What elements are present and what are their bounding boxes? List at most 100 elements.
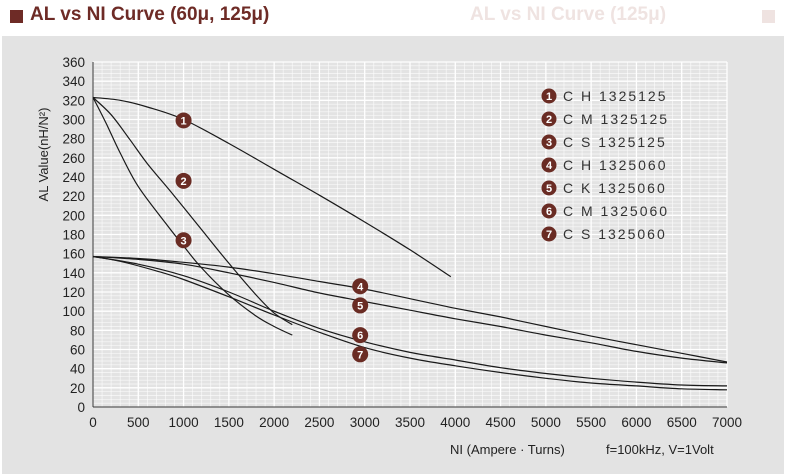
curve-marker-circle bbox=[175, 112, 192, 129]
curve-7 bbox=[92, 255, 728, 391]
x-tick-label: 3000 bbox=[350, 415, 380, 430]
legend-label: C H 1325125 bbox=[563, 88, 668, 104]
chart-panel: 0 20 40 60 80 100 120 140 160 180 200 220 240 260 280 3… bbox=[2, 36, 784, 474]
legend-item-6: 6 C M 1325060 bbox=[541, 203, 669, 219]
curve-marker-3: 3 bbox=[175, 232, 192, 249]
y-tick-label: 360 bbox=[62, 55, 85, 70]
curve-marker-number: 4 bbox=[357, 281, 364, 293]
y-tick-label: 20 bbox=[70, 381, 85, 396]
measurement-note: f=100kHz, V=1Volt bbox=[606, 442, 714, 457]
curve-marker-4: 4 bbox=[352, 278, 369, 295]
legend-label: C M 1325125 bbox=[563, 111, 669, 127]
x-tick-label: 5000 bbox=[531, 415, 561, 430]
curve-marker-circle bbox=[352, 278, 369, 295]
legend-label: C H 1325060 bbox=[563, 157, 668, 173]
y-tick-label: 300 bbox=[62, 113, 85, 128]
legend-marker-number: 1 bbox=[546, 91, 552, 103]
legend-item-3: 3 C S 1325125 bbox=[541, 134, 667, 150]
curve-marker-number: 2 bbox=[181, 176, 187, 188]
legend-marker-number: 7 bbox=[546, 229, 552, 241]
legend-item-1: 1 C H 1325125 bbox=[541, 88, 668, 104]
legend-marker-number: 2 bbox=[546, 114, 552, 126]
title-square-icon bbox=[10, 10, 23, 23]
y-tick-label: 120 bbox=[62, 285, 85, 300]
x-tick-label: 1500 bbox=[214, 415, 244, 430]
bleed-through-square-icon bbox=[762, 10, 775, 23]
legend-marker-number: 3 bbox=[546, 137, 552, 149]
x-axis-label: NI (Ampere · Turns) bbox=[450, 442, 565, 457]
curve-marker-circle bbox=[352, 297, 369, 314]
curve-2 bbox=[92, 97, 293, 326]
y-tick-label: 280 bbox=[62, 132, 85, 147]
x-tick-label: 4500 bbox=[486, 415, 516, 430]
curve-marker-6: 6 bbox=[352, 327, 369, 344]
bleed-through-text: AL vs NI Curve (125μ) bbox=[470, 4, 667, 25]
x-tick-label: 3500 bbox=[395, 415, 425, 430]
legend-marker-circle bbox=[541, 203, 557, 219]
y-tick-label: 240 bbox=[62, 170, 85, 185]
y-tick-label: 160 bbox=[62, 247, 85, 262]
x-tick-label: 0 bbox=[89, 415, 97, 430]
y-tick-label: 40 bbox=[70, 362, 85, 377]
curve-marker-number: 1 bbox=[181, 115, 187, 127]
curve-1 bbox=[92, 96, 452, 278]
curve-marker-number: 3 bbox=[181, 235, 187, 247]
curve-5 bbox=[92, 255, 728, 364]
legend-marker-circle bbox=[541, 134, 557, 150]
legend-marker-circle bbox=[541, 88, 557, 104]
legend-marker-circle bbox=[541, 180, 557, 196]
curve-marker-number: 7 bbox=[357, 349, 363, 361]
curve-marker-circle bbox=[175, 232, 192, 249]
x-tick-label: 7000 bbox=[712, 415, 742, 430]
curve-marker-number: 6 bbox=[357, 330, 363, 342]
curve-6 bbox=[92, 255, 728, 387]
x-tick-label: 6000 bbox=[621, 415, 651, 430]
legend-item-2: 2 C M 1325125 bbox=[541, 111, 669, 127]
y-tick-label: 0 bbox=[77, 400, 85, 415]
legend-item-4: 4 C H 1325060 bbox=[541, 157, 668, 173]
legend-item-5: 5 C K 1325060 bbox=[541, 180, 667, 196]
y-tick-label: 200 bbox=[62, 208, 85, 223]
header: AL vs NI Curve (60μ, 125μ) AL vs NI Curv… bbox=[0, 0, 786, 34]
curve-marker-2: 2 bbox=[175, 172, 192, 189]
curve-marker-number: 5 bbox=[357, 300, 363, 312]
y-axis-label: AL Value(nH/N²) bbox=[36, 108, 51, 202]
legend-marker-circle bbox=[541, 157, 557, 173]
legend-marker-number: 6 bbox=[546, 206, 552, 218]
x-tick-label: 4000 bbox=[440, 415, 470, 430]
axes: 0204060801001201401601802002202402602803… bbox=[62, 55, 742, 430]
curve-marker-circle bbox=[352, 327, 369, 344]
curve-marker-1: 1 bbox=[175, 112, 192, 129]
legend-label: C K 1325060 bbox=[563, 180, 667, 196]
x-tick-label: 6500 bbox=[667, 415, 697, 430]
x-tick-label: 2000 bbox=[259, 415, 289, 430]
legend-marker-circle bbox=[541, 111, 557, 127]
legend-label: C S 1325060 bbox=[563, 226, 667, 242]
y-tick-label: 100 bbox=[62, 304, 85, 319]
y-tick-label: 140 bbox=[62, 266, 85, 281]
x-tick-label: 1000 bbox=[169, 415, 199, 430]
y-tick-label: 60 bbox=[70, 343, 85, 358]
legend-item-7: 7 C S 1325060 bbox=[541, 226, 667, 242]
curve-marker-7: 7 bbox=[352, 346, 369, 363]
y-tick-label: 220 bbox=[62, 189, 85, 204]
y-tick-label: 260 bbox=[62, 151, 85, 166]
legend-marker-circle bbox=[541, 226, 557, 242]
y-tick-label: 320 bbox=[62, 93, 85, 108]
curve-marker-circle bbox=[175, 172, 192, 189]
x-tick-label: 2500 bbox=[304, 415, 334, 430]
legend-label: C S 1325125 bbox=[563, 134, 667, 150]
chart-title: AL vs NI Curve (60μ, 125μ) bbox=[30, 4, 270, 25]
y-tick-label: 80 bbox=[70, 323, 85, 338]
x-tick-label: 5500 bbox=[576, 415, 606, 430]
legend-marker-number: 5 bbox=[546, 183, 552, 195]
y-tick-label: 340 bbox=[62, 74, 85, 89]
legend-label: C M 1325060 bbox=[563, 203, 669, 219]
curve-4 bbox=[92, 255, 728, 363]
x-tick-label: 500 bbox=[127, 415, 150, 430]
legend-marker-number: 4 bbox=[546, 160, 553, 172]
y-tick-label: 180 bbox=[62, 228, 85, 243]
grid bbox=[92, 61, 728, 408]
curve-markers: 1 2 3 4 5 6 7 bbox=[175, 112, 369, 363]
curve-marker-5: 5 bbox=[352, 297, 369, 314]
